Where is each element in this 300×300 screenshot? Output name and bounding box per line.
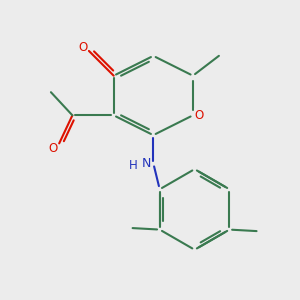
Text: H: H xyxy=(128,159,137,172)
Text: O: O xyxy=(48,142,57,155)
Text: O: O xyxy=(194,109,203,122)
Text: N: N xyxy=(141,157,151,170)
Text: O: O xyxy=(78,41,88,54)
